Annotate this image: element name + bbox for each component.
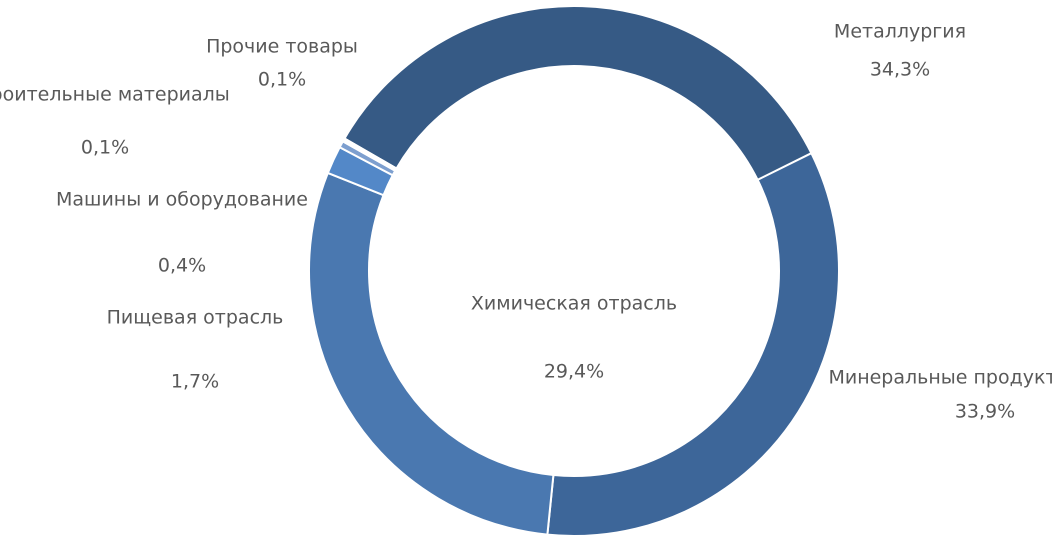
value-label: 34,3% xyxy=(870,59,930,81)
value-label: 0,1% xyxy=(81,137,129,159)
slice-label: Прочие товары xyxy=(206,36,358,58)
donut-slice xyxy=(546,151,840,537)
value-label: 33,9% xyxy=(955,401,1015,423)
donut-slice xyxy=(343,5,813,182)
slice-label: Металлургия xyxy=(834,21,966,43)
value-label: 1,7% xyxy=(171,371,219,393)
slice-label: Химическая отрасль xyxy=(471,293,677,315)
donut-slice xyxy=(308,171,555,536)
value-label: 0,4% xyxy=(158,255,206,277)
value-label: 29,4% xyxy=(544,361,604,383)
slice-label: Пищевая отрасль xyxy=(107,307,284,329)
slice-label: Машины и оборудование xyxy=(56,189,308,211)
donut-slice xyxy=(342,137,398,171)
value-label: 0,1% xyxy=(258,69,306,91)
slice-label: Минеральные продукты xyxy=(828,367,1052,389)
slice-label: Строительные материалы xyxy=(0,84,230,106)
